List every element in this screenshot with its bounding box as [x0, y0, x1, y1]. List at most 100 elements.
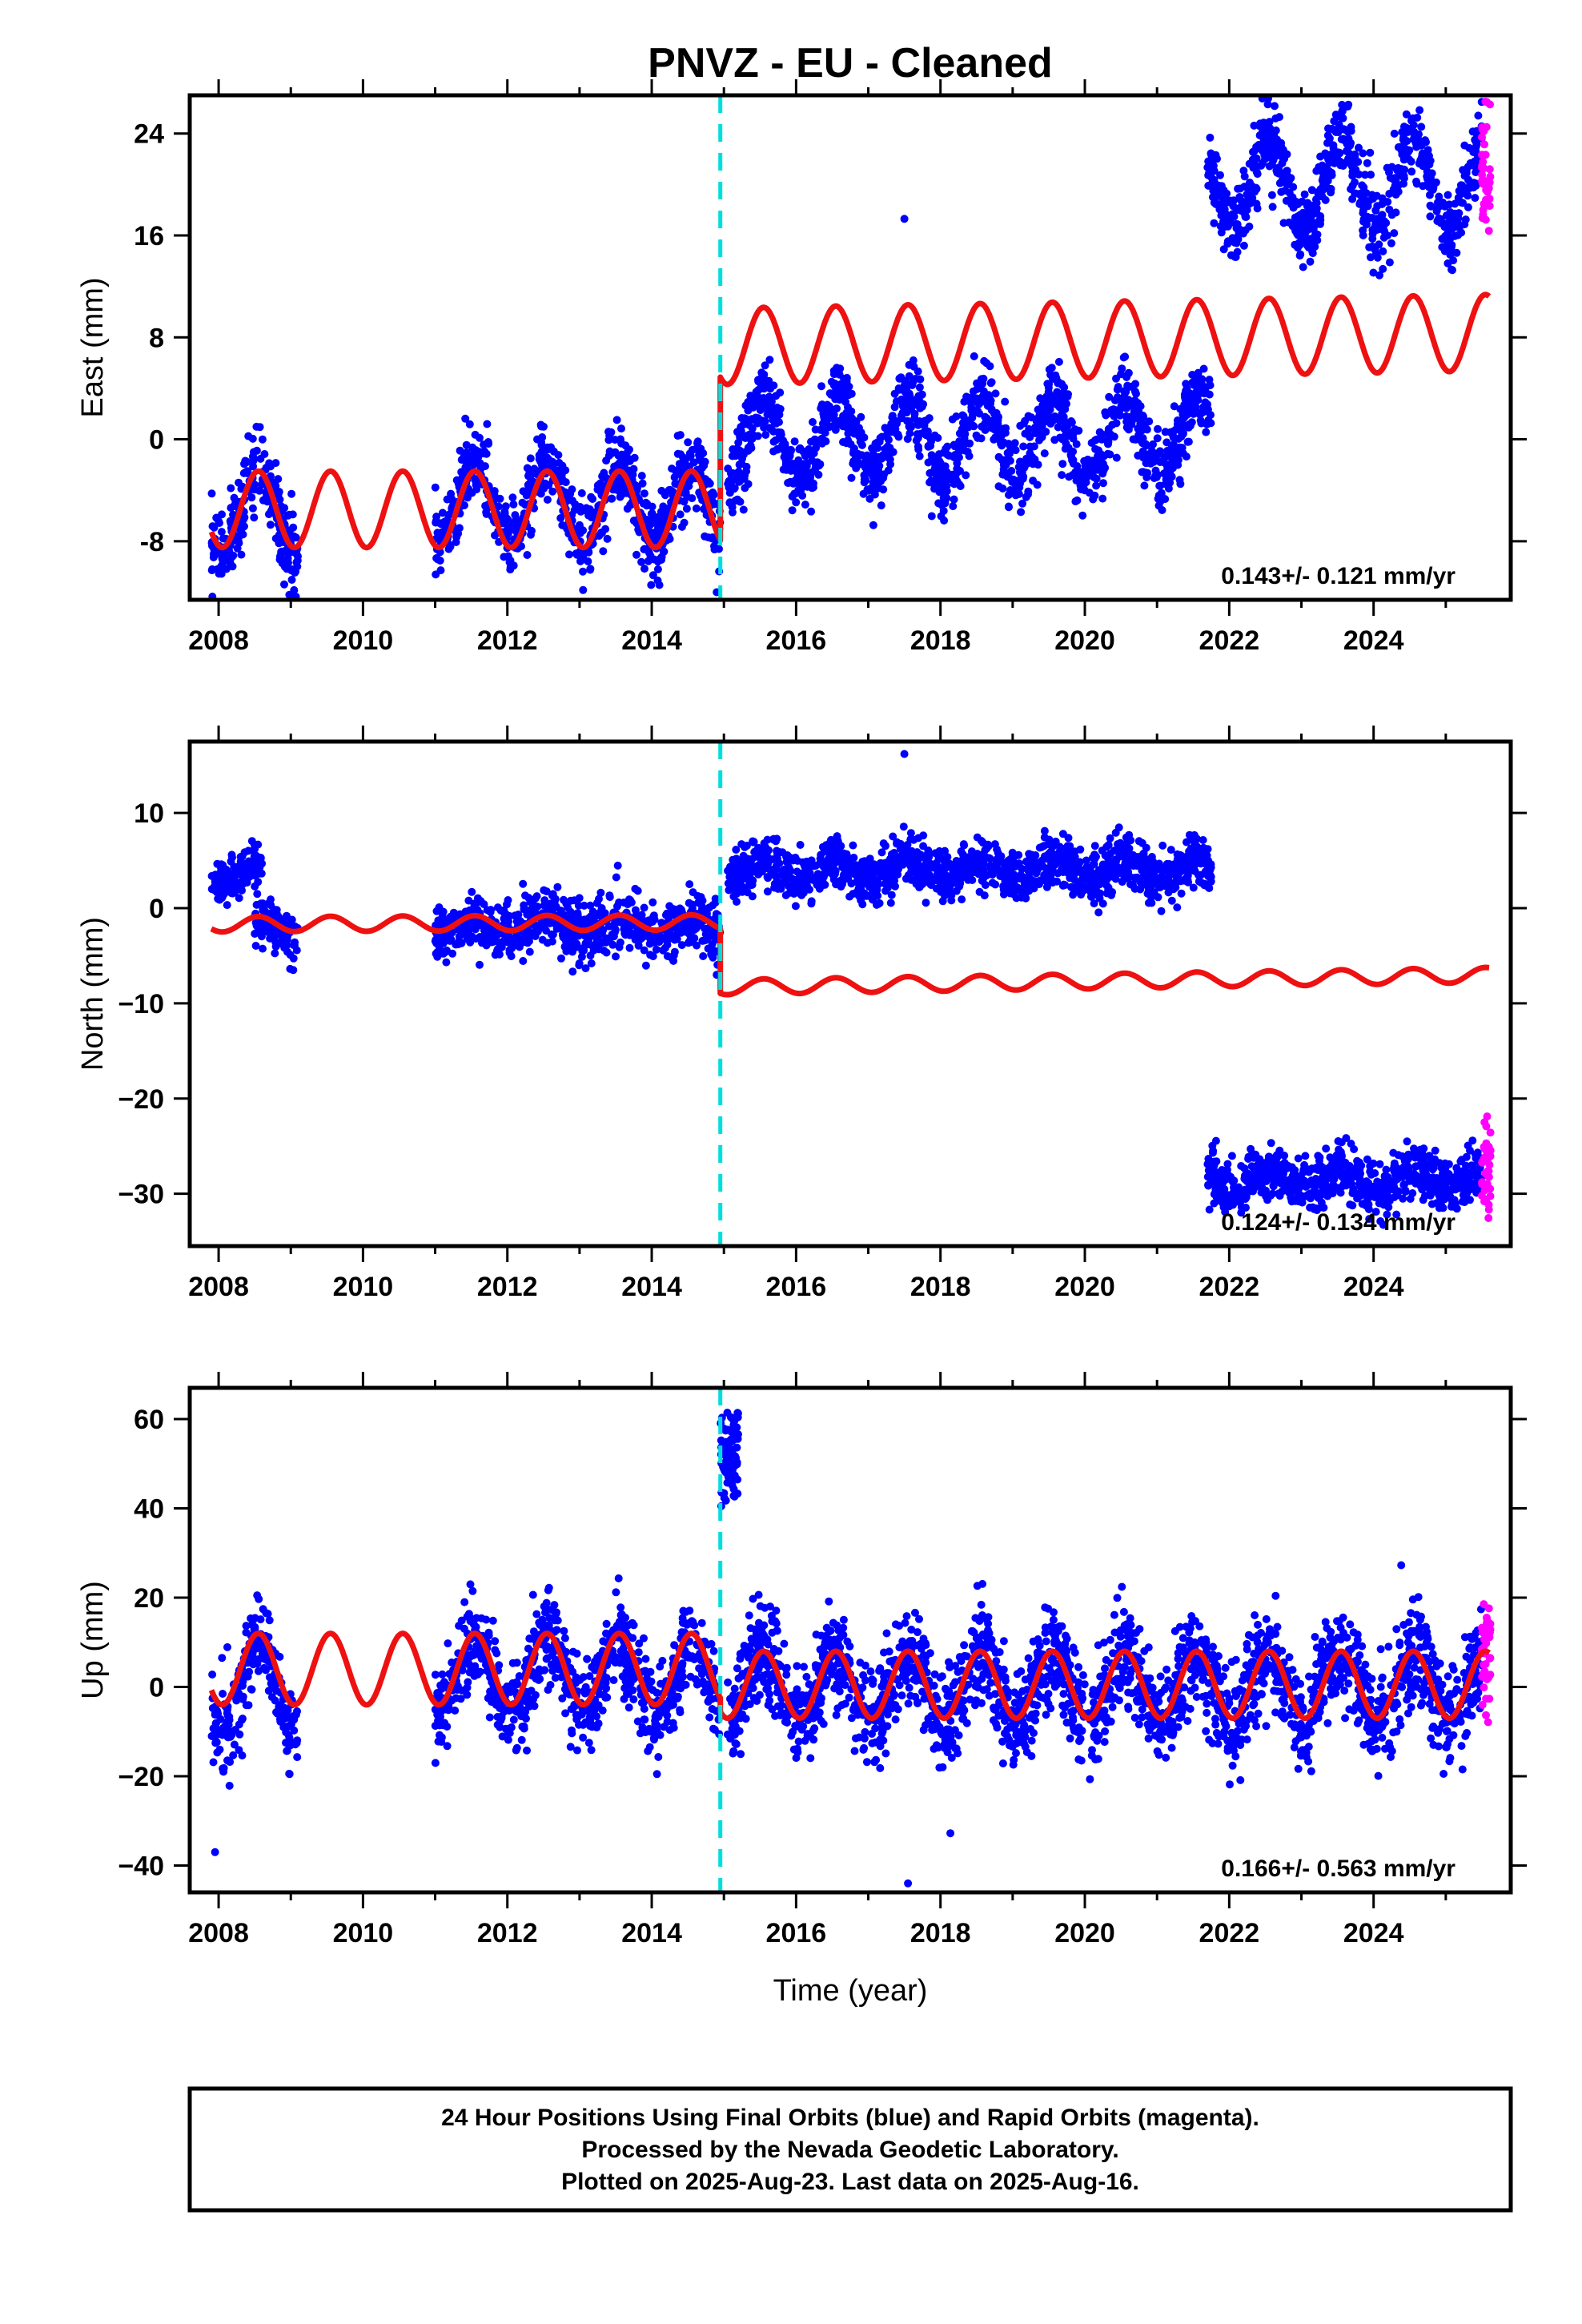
- final-orbit-point: [1114, 395, 1123, 404]
- final-orbit-point: [765, 356, 774, 364]
- final-orbit-point: [1359, 209, 1367, 217]
- final-orbit-point: [1331, 126, 1340, 135]
- final-orbit-point: [256, 454, 265, 463]
- final-orbit-point: [1138, 468, 1146, 476]
- final-orbit-point: [438, 509, 447, 517]
- final-orbit-point: [905, 392, 914, 400]
- final-orbit-point: [1391, 208, 1400, 217]
- final-orbit-point: [1230, 196, 1238, 205]
- final-orbit-point: [829, 381, 838, 390]
- final-orbit-point: [1287, 174, 1295, 183]
- final-orbit-point: [1022, 460, 1031, 468]
- final-orbit-point: [1277, 187, 1286, 196]
- final-orbit-point: [761, 361, 769, 370]
- rapid-orbit-point: [1484, 227, 1493, 235]
- final-orbit-point: [731, 452, 740, 460]
- final-orbit-point: [277, 547, 286, 556]
- final-orbit-point: [996, 432, 1004, 441]
- final-orbit-point: [525, 937, 533, 946]
- final-orbit-point: [286, 526, 295, 535]
- final-orbit-point: [865, 486, 873, 495]
- final-orbit-point: [605, 893, 614, 902]
- final-orbit-point: [553, 883, 562, 891]
- final-orbit-point: [1343, 103, 1352, 111]
- final-orbit-point: [287, 576, 296, 584]
- final-orbit-point: [1427, 169, 1436, 178]
- final-orbit-point: [260, 901, 269, 910]
- panel-east: 2008 2010 2012 2014 2016 2018 2020 2022 2024-808…: [76, 79, 1527, 656]
- final-orbit-point: [773, 411, 782, 420]
- final-orbit-point: [1121, 352, 1130, 361]
- final-orbit-point: [831, 425, 840, 434]
- final-orbit-point: [710, 947, 719, 955]
- final-orbit-point: [868, 444, 877, 452]
- final-orbit-point: [757, 368, 766, 377]
- final-orbit-point: [1145, 417, 1154, 426]
- final-orbit-point: [1154, 491, 1163, 500]
- final-orbit-point: [1270, 140, 1279, 149]
- final-orbit-point: [242, 458, 251, 467]
- final-orbit-point: [228, 876, 237, 885]
- final-orbit-point: [1098, 435, 1106, 444]
- final-orbit-point: [612, 416, 621, 424]
- final-orbit-point: [1361, 171, 1369, 179]
- final-orbit-point: [936, 476, 945, 485]
- final-orbit-point: [586, 901, 595, 910]
- final-orbit-point: [1046, 397, 1055, 406]
- final-orbit-point: [962, 471, 970, 480]
- final-orbit-point: [735, 477, 744, 486]
- final-orbit-point: [1114, 383, 1122, 392]
- final-orbit-point: [248, 504, 257, 513]
- final-orbit-point: [1412, 179, 1421, 188]
- final-orbit-point: [873, 464, 882, 472]
- final-orbit-point: [1255, 122, 1264, 131]
- final-orbit-point: [977, 375, 986, 384]
- final-orbit-point: [1211, 179, 1219, 187]
- final-orbit-point: [1385, 205, 1394, 214]
- final-orbit-point: [255, 864, 263, 873]
- final-orbit-point: [927, 512, 936, 521]
- final-orbit-point: [1249, 163, 1258, 172]
- final-orbit-point: [1307, 220, 1315, 229]
- final-orbit-point: [252, 446, 261, 455]
- final-orbit-point: [1040, 449, 1049, 458]
- final-orbit-point: [1464, 203, 1472, 211]
- final-orbit-point: [436, 557, 444, 565]
- final-orbit-point: [256, 854, 265, 862]
- rapid-orbit-point: [1479, 158, 1488, 167]
- final-orbit-point: [1275, 179, 1284, 187]
- y-tick-label: 16: [134, 221, 164, 251]
- final-orbit-point: [260, 907, 269, 915]
- final-orbit-point: [1368, 235, 1377, 243]
- final-orbit-point: [962, 392, 971, 401]
- final-orbit-point: [249, 452, 258, 461]
- final-orbit-point: [1314, 190, 1323, 199]
- final-orbit-point: [472, 935, 480, 943]
- final-orbit-point: [251, 942, 260, 950]
- final-orbit-point: [1174, 456, 1182, 464]
- final-orbit-point: [812, 437, 821, 446]
- final-orbit-point: [1090, 460, 1098, 468]
- final-orbit-point: [452, 533, 461, 541]
- final-orbit-point: [1243, 200, 1252, 209]
- final-orbit-point: [439, 907, 448, 916]
- final-orbit-point: [1231, 238, 1239, 247]
- final-orbit-point: [1275, 113, 1283, 122]
- final-orbit-point: [1134, 451, 1142, 460]
- final-orbit-point: [1159, 456, 1168, 464]
- final-orbit-point: [808, 479, 817, 488]
- final-orbit-point: [444, 933, 453, 942]
- final-orbit-point: [981, 426, 990, 434]
- final-orbit-point: [668, 464, 677, 473]
- final-orbit-point: [1004, 440, 1013, 448]
- final-orbit-point: [476, 459, 484, 468]
- final-orbit-point: [572, 939, 580, 948]
- final-orbit-point: [711, 895, 720, 903]
- final-orbit-point: [1219, 245, 1228, 254]
- final-orbit-point: [1436, 200, 1444, 209]
- final-orbit-point: [660, 513, 669, 521]
- final-orbit-point: [865, 467, 874, 476]
- final-orbit-point: [897, 373, 905, 382]
- final-orbit-point: [792, 498, 801, 507]
- x-tick-label: 2020: [1054, 625, 1115, 656]
